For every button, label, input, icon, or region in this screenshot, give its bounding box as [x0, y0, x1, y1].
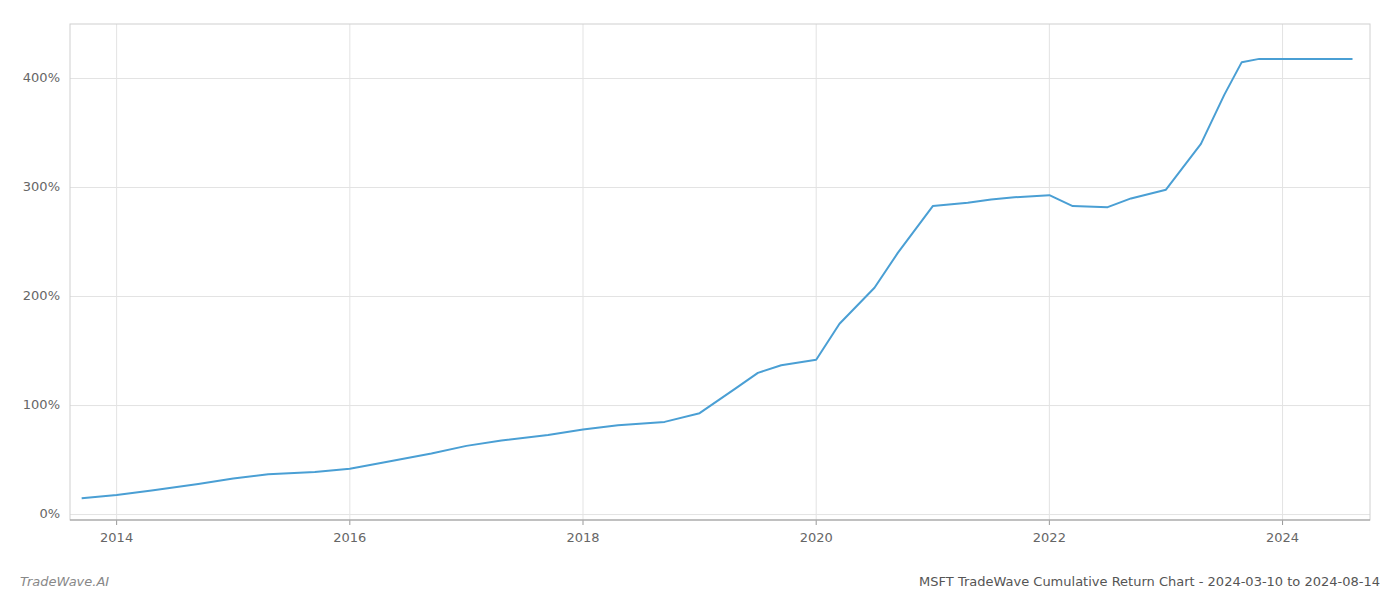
y-tick-label: 200% — [23, 288, 60, 303]
y-tick-label: 300% — [23, 179, 60, 194]
chart-svg: 0% 100% 200% 300% 400% 2014 2016 2018 2020 2022 20… — [0, 0, 1400, 600]
x-tick-label: 2020 — [800, 530, 833, 545]
x-tick-mark — [583, 520, 584, 525]
axes: 0% 100% 200% 300% 400% 2014 2016 2018 2020 2022 20… — [23, 24, 1370, 545]
x-grid-line — [816, 24, 817, 520]
y-grid-line — [70, 78, 1370, 79]
y-grid-line — [70, 514, 1370, 515]
plot-frame — [70, 24, 1370, 520]
x-grid-line — [116, 24, 117, 520]
chart-container: 0% 100% 200% 300% 400% 2014 2016 2018 2020 2022 20… — [0, 0, 1400, 600]
y-grid-line — [70, 405, 1370, 406]
x-tick-label: 2018 — [566, 530, 599, 545]
x-tick-mark — [116, 520, 117, 525]
y-tick-label: 100% — [23, 397, 60, 412]
x-tick-label: 2022 — [1033, 530, 1066, 545]
x-tick-label: 2024 — [1266, 530, 1299, 545]
watermark: TradeWave.AI — [20, 574, 109, 589]
y-grid-line — [70, 187, 1370, 188]
x-tick-label: 2016 — [333, 530, 366, 545]
x-tick-mark — [1282, 520, 1283, 525]
grid — [70, 24, 1370, 520]
x-tick-label: 2014 — [100, 530, 133, 545]
x-grid-line — [349, 24, 350, 520]
y-tick-label: 400% — [23, 70, 60, 85]
x-tick-mark — [349, 520, 350, 525]
x-grid-line — [583, 24, 584, 520]
series-group — [82, 59, 1353, 498]
y-tick-label: 0% — [39, 506, 60, 521]
chart-title: MSFT TradeWave Cumulative Return Chart -… — [919, 574, 1380, 589]
data-line — [82, 59, 1353, 498]
x-axis-line — [70, 520, 1370, 521]
x-grid-line — [1282, 24, 1283, 520]
x-grid-line — [1049, 24, 1050, 520]
x-tick-mark — [1049, 520, 1050, 525]
x-tick-mark — [816, 520, 817, 525]
y-grid-line — [70, 296, 1370, 297]
